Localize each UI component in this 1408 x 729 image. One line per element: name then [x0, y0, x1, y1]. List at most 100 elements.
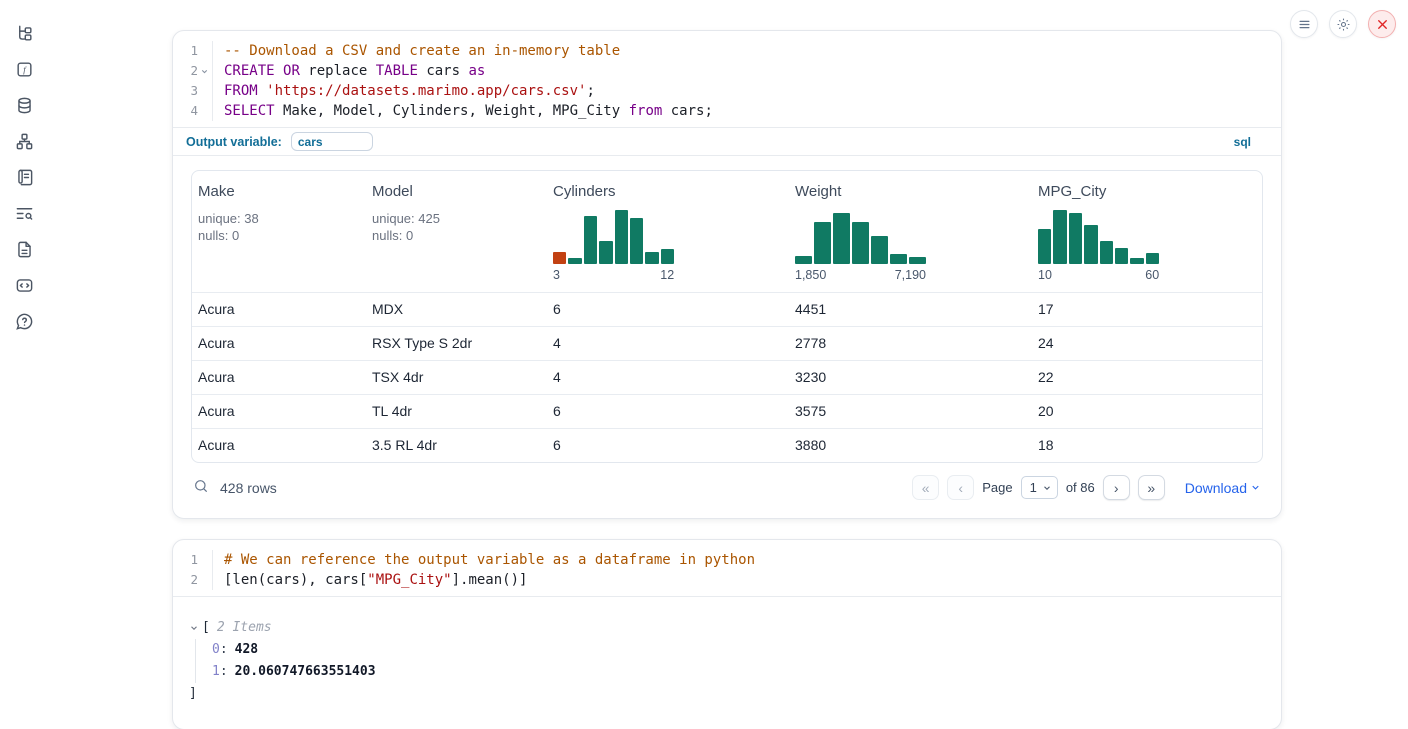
table-cell[interactable]: Acura: [198, 335, 235, 351]
first-page-button[interactable]: «: [912, 475, 940, 500]
histogram-bar[interactable]: [583, 216, 598, 264]
python-code-editor[interactable]: 1 # We can reference the output variable …: [173, 540, 1281, 596]
table-row[interactable]: Acura TSX 4dr 4 3230 22: [192, 360, 1262, 394]
code-text[interactable]: [len(cars), cars["MPG_City"].mean()]: [213, 570, 527, 590]
code-line[interactable]: 2 CREATE OR replace TABLE cars as: [173, 61, 1281, 81]
table-cell[interactable]: RSX Type S 2dr: [372, 335, 473, 351]
table-cell[interactable]: 24: [1038, 335, 1054, 351]
code-line[interactable]: 2 [len(cars), cars["MPG_City"].mean()]: [173, 570, 1281, 590]
code-token[interactable]: replace: [299, 63, 376, 79]
table-cell[interactable]: 17: [1038, 301, 1054, 317]
histogram-bar[interactable]: [599, 241, 613, 264]
table-cell[interactable]: 6: [553, 403, 561, 419]
code-token[interactable]: [275, 63, 283, 79]
histogram-bar[interactable]: [645, 252, 659, 264]
table-cell[interactable]: Acura: [198, 403, 235, 419]
code-token[interactable]: 'https://datasets.marimo.app/cars.csv': [266, 83, 587, 99]
histogram-bar[interactable]: [1053, 210, 1067, 264]
code-text[interactable]: FROM 'https://datasets.marimo.app/cars.c…: [213, 81, 595, 101]
histogram-bar[interactable]: [852, 222, 869, 264]
code-token[interactable]: "MPG_City": [367, 572, 452, 588]
code-token[interactable]: CREATE: [224, 63, 275, 79]
documentation-icon[interactable]: [13, 238, 35, 260]
table-cell[interactable]: 3230: [795, 369, 827, 385]
next-page-button[interactable]: ›: [1102, 475, 1130, 500]
table-cell[interactable]: Acura: [198, 369, 235, 385]
histogram-bar[interactable]: [814, 222, 831, 264]
functions-icon[interactable]: f: [13, 58, 35, 80]
histogram-bar[interactable]: [1130, 258, 1144, 264]
table-cell[interactable]: Acura: [198, 437, 235, 453]
output-variable-input[interactable]: [290, 132, 373, 151]
code-token[interactable]: Make, Model, Cylinders, Weight, MPG_City: [274, 103, 629, 119]
code-line[interactable]: 1 -- Download a CSV and create an in-memo…: [173, 41, 1281, 61]
table-cell[interactable]: 3880: [795, 437, 827, 453]
table-cell[interactable]: Acura: [198, 301, 235, 317]
histogram-bar[interactable]: [871, 236, 888, 264]
histogram-bar[interactable]: [890, 254, 907, 264]
code-text[interactable]: CREATE OR replace TABLE cars as: [213, 61, 485, 81]
column-header[interactable]: Model unique: 425 nulls: 0: [366, 183, 547, 282]
table-cell[interactable]: 4451: [795, 301, 827, 317]
table-cell[interactable]: 22: [1038, 369, 1054, 385]
shutdown-button[interactable]: [1368, 10, 1396, 38]
snippets-icon[interactable]: [13, 274, 35, 296]
code-token[interactable]: from: [628, 103, 663, 119]
table-cell[interactable]: 3.5 RL 4dr: [372, 437, 437, 453]
table-cell[interactable]: 2778: [795, 335, 827, 351]
table-cell[interactable]: 4: [553, 369, 561, 385]
code-token[interactable]: ;: [586, 83, 595, 99]
histogram-bar[interactable]: [1038, 229, 1052, 264]
column-header[interactable]: Weight 1,850 7,190: [789, 183, 1032, 282]
code-token[interactable]: OR: [283, 63, 300, 79]
code-token[interactable]: # We can reference the output variable a…: [224, 552, 756, 568]
page-select[interactable]: 1: [1020, 476, 1058, 499]
histogram-bar[interactable]: [553, 252, 567, 264]
code-text[interactable]: -- Download a CSV and create an in-memor…: [213, 41, 620, 61]
dependency-graph-icon[interactable]: [13, 130, 35, 152]
code-token[interactable]: cars: [417, 63, 469, 79]
code-token[interactable]: cars;: [662, 103, 713, 119]
menu-button[interactable]: [1290, 10, 1318, 38]
table-cell[interactable]: TL 4dr: [372, 403, 412, 419]
table-row[interactable]: Acura MDX 6 4451 17: [192, 292, 1262, 326]
code-line[interactable]: 3 FROM 'https://datasets.marimo.app/cars.…: [173, 81, 1281, 101]
histogram-bar[interactable]: [909, 257, 926, 264]
table-row[interactable]: Acura 3.5 RL 4dr 6 3880 18: [192, 428, 1262, 462]
code-token[interactable]: SELECT: [224, 103, 275, 119]
code-text[interactable]: SELECT Make, Model, Cylinders, Weight, M…: [213, 101, 713, 121]
table-cell[interactable]: MDX: [372, 301, 404, 317]
code-line[interactable]: 1 # We can reference the output variable …: [173, 550, 1281, 570]
code-text[interactable]: # We can reference the output variable a…: [213, 550, 755, 570]
column-header[interactable]: Cylinders 3 12: [547, 183, 789, 282]
code-token[interactable]: -- Download a CSV and create an in-memor…: [224, 43, 621, 59]
datasources-icon[interactable]: [13, 94, 35, 116]
table-row[interactable]: Acura TL 4dr 6 3575 20: [192, 394, 1262, 428]
table-row[interactable]: Acura RSX Type S 2dr 4 2778 24: [192, 326, 1262, 360]
table-cell[interactable]: 6: [553, 301, 561, 317]
code-token[interactable]: TABLE: [375, 63, 418, 79]
table-cell[interactable]: TSX 4dr: [372, 369, 424, 385]
histogram-bar[interactable]: [833, 213, 850, 264]
last-page-button[interactable]: »: [1137, 475, 1165, 500]
column-header[interactable]: Make unique: 38 nulls: 0: [192, 183, 366, 282]
code-token[interactable]: ].mean()]: [451, 572, 528, 588]
language-badge[interactable]: sql: [1233, 134, 1251, 149]
help-icon[interactable]: [13, 310, 35, 332]
code-token[interactable]: [len(cars), cars[: [224, 572, 368, 588]
histogram-bar[interactable]: [795, 256, 812, 264]
sql-code-editor[interactable]: 1 -- Download a CSV and create an in-memo…: [173, 31, 1281, 127]
code-token[interactable]: [258, 83, 266, 99]
histogram-bar[interactable]: [660, 249, 675, 264]
histogram-bar[interactable]: [568, 258, 582, 264]
settings-button[interactable]: [1329, 10, 1357, 38]
code-token[interactable]: as: [468, 63, 486, 79]
prev-page-button[interactable]: ‹: [947, 475, 975, 500]
collapse-chevron-icon[interactable]: [189, 623, 202, 633]
histogram-bar[interactable]: [1084, 225, 1098, 264]
column-header[interactable]: MPG_City 10 60: [1032, 183, 1262, 282]
histogram-bar[interactable]: [1099, 241, 1113, 264]
table-cell[interactable]: 20: [1038, 403, 1054, 419]
histogram-bar[interactable]: [614, 210, 628, 264]
tree-item[interactable]: 1:20.060747663551403: [212, 664, 376, 679]
